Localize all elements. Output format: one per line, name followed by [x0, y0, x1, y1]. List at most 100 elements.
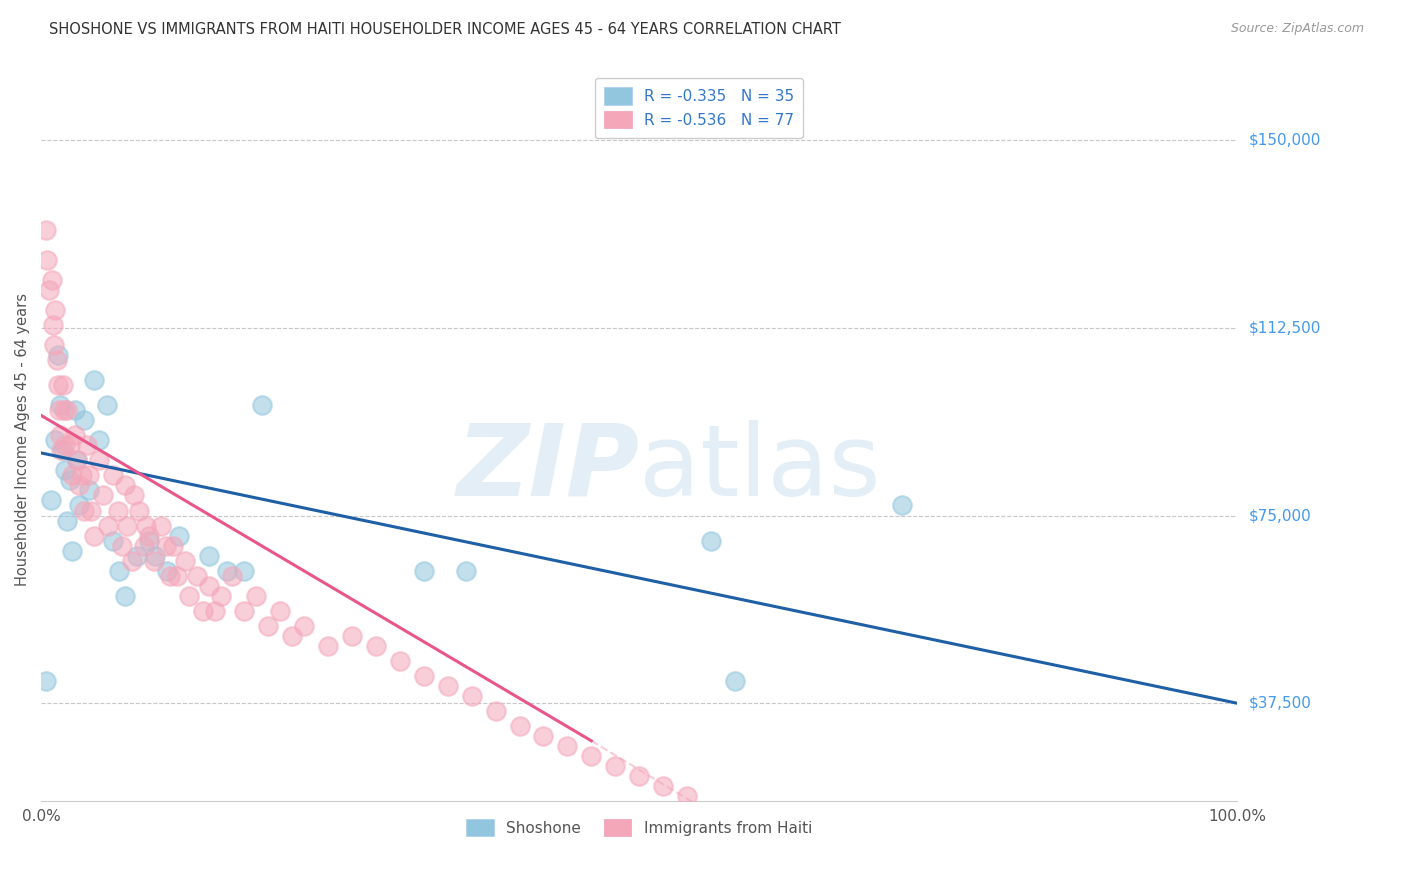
Point: [59, 438, 82, 452]
Point: [233, 564, 256, 578]
Point: [70, 468, 93, 483]
Point: [269, 604, 291, 618]
Point: [162, 539, 184, 553]
Point: [257, 618, 280, 632]
Point: [412, 669, 434, 683]
Point: [281, 629, 304, 643]
Point: [83, 373, 105, 387]
Point: [142, 553, 165, 567]
Text: SHOSHONE VS IMMIGRANTS FROM HAITI HOUSEHOLDER INCOME AGES 45 - 64 YEARS CORRELAT: SHOSHONE VS IMMIGRANTS FROM HAITI HOUSEH…: [49, 22, 841, 37]
Point: [581, 748, 603, 763]
Point: [209, 589, 232, 603]
Point: [53, 438, 76, 452]
Point: [114, 478, 136, 492]
Point: [83, 528, 105, 542]
Point: [114, 589, 136, 603]
Point: [245, 589, 267, 603]
Point: [96, 398, 118, 412]
Point: [156, 564, 179, 578]
Point: [44, 303, 66, 318]
Point: [59, 474, 82, 488]
Point: [56, 403, 79, 417]
Point: [97, 518, 120, 533]
Point: [159, 568, 181, 582]
Point: [66, 453, 89, 467]
Legend: Shoshone, Immigrants from Haiti: Shoshone, Immigrants from Haiti: [458, 811, 820, 844]
Point: [38, 283, 60, 297]
Text: ZIP: ZIP: [456, 419, 640, 516]
Point: [197, 579, 219, 593]
Point: [87, 434, 110, 448]
Point: [48, 403, 70, 417]
Point: [460, 689, 482, 703]
Point: [46, 378, 69, 392]
Text: $75,000: $75,000: [1249, 508, 1310, 523]
Point: [73, 503, 96, 517]
Point: [67, 499, 90, 513]
Point: [388, 654, 411, 668]
Point: [364, 639, 387, 653]
Point: [76, 438, 98, 452]
Point: [60, 468, 83, 483]
Point: [166, 568, 188, 582]
Text: $37,500: $37,500: [1249, 696, 1312, 711]
Point: [52, 403, 75, 417]
Text: Source: ZipAtlas.com: Source: ZipAtlas.com: [1230, 22, 1364, 36]
Point: [41, 273, 63, 287]
Point: [197, 549, 219, 563]
Point: [124, 488, 146, 502]
Point: [101, 468, 124, 483]
Point: [51, 443, 73, 458]
Point: [557, 739, 579, 753]
Point: [77, 483, 100, 498]
Point: [91, 488, 114, 502]
Text: atlas: atlas: [640, 419, 880, 516]
Point: [63, 403, 86, 417]
Point: [73, 413, 96, 427]
Point: [155, 539, 177, 553]
Point: [77, 468, 100, 483]
Text: $112,500: $112,500: [1249, 320, 1320, 335]
Point: [138, 528, 160, 542]
Point: [292, 618, 315, 632]
Point: [652, 779, 675, 793]
Point: [111, 539, 134, 553]
Point: [128, 503, 150, 517]
Point: [340, 629, 363, 643]
Point: [35, 253, 58, 268]
Point: [143, 549, 166, 563]
Point: [454, 564, 477, 578]
Point: [533, 729, 555, 743]
Point: [87, 453, 110, 467]
Text: $150,000: $150,000: [1249, 133, 1320, 147]
Point: [42, 318, 65, 333]
Point: [67, 478, 90, 492]
Point: [53, 463, 76, 477]
Point: [191, 604, 214, 618]
Point: [149, 518, 172, 533]
Point: [107, 503, 129, 517]
Point: [60, 543, 83, 558]
Point: [605, 759, 627, 773]
Point: [724, 673, 747, 688]
Point: [80, 503, 103, 517]
Point: [676, 789, 699, 803]
Point: [233, 604, 256, 618]
Point: [35, 223, 58, 237]
Point: [45, 353, 67, 368]
Point: [186, 568, 208, 582]
Point: [252, 398, 274, 412]
Point: [135, 518, 157, 533]
Point: [121, 553, 143, 567]
Point: [101, 533, 124, 548]
Point: [52, 443, 75, 458]
Point: [412, 564, 434, 578]
Point: [115, 518, 138, 533]
Point: [221, 568, 243, 582]
Point: [52, 378, 75, 392]
Point: [66, 453, 89, 467]
Point: [891, 499, 914, 513]
Point: [628, 769, 651, 783]
Point: [485, 704, 508, 718]
Point: [204, 604, 226, 618]
